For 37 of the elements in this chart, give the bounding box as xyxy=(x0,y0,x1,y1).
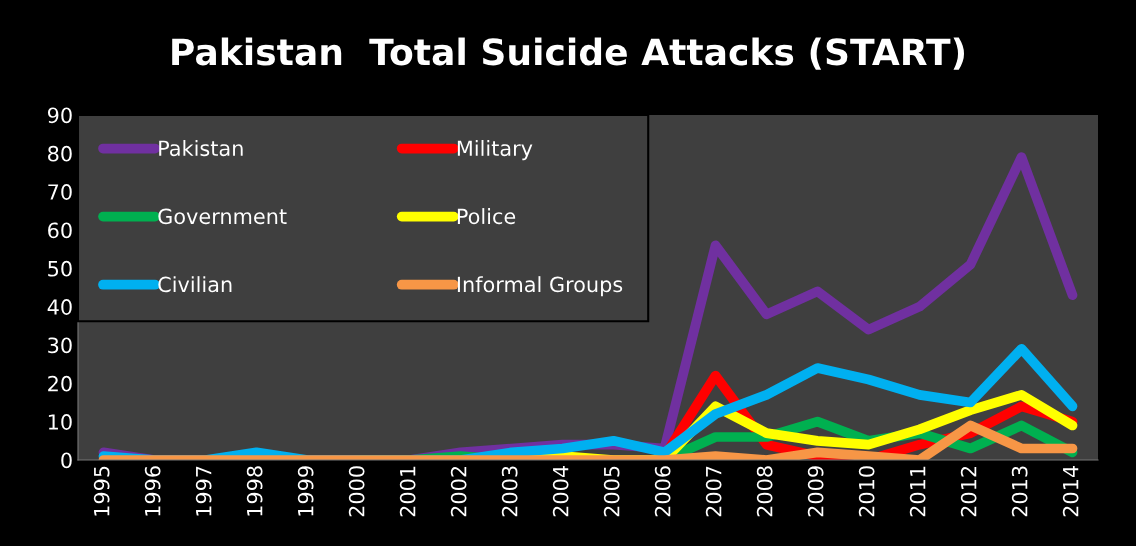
y-tick-label: 0 xyxy=(61,452,72,469)
y-tick-label: 30 xyxy=(48,337,72,354)
legend-label: Informal Groups xyxy=(457,276,623,297)
x-tick-label: 1999 xyxy=(297,466,314,516)
x-tick-label: 2014 xyxy=(1062,466,1079,517)
y-tick-label: 10 xyxy=(48,414,72,430)
y-tick-label: 40 xyxy=(47,299,72,315)
y-tick-label: 70 xyxy=(48,184,72,200)
x-tick-label: 2010 xyxy=(858,466,875,517)
x-tick-label: 2007 xyxy=(705,466,722,517)
legend-label: Government xyxy=(158,208,287,225)
y-tick-label: 20 xyxy=(48,375,72,392)
legend-label: Civilian xyxy=(158,276,232,293)
x-tick-label: 2003 xyxy=(501,466,518,517)
x-tick-label: 1997 xyxy=(195,466,212,516)
x-tick-label: 2008 xyxy=(756,466,773,517)
x-tick-label: 1995 xyxy=(93,466,110,516)
x-tick-label: 2006 xyxy=(654,466,671,517)
x-tick-label: 2001 xyxy=(399,466,416,517)
y-tick-label: 80 xyxy=(48,145,72,162)
x-tick-label: 2013 xyxy=(1011,466,1028,517)
x-tick-label: 2011 xyxy=(909,466,926,517)
y-tick-label: 60 xyxy=(48,222,72,239)
legend-label: Military xyxy=(457,140,533,161)
y-tick-label: 90 xyxy=(47,107,72,124)
legend-label: Police xyxy=(457,208,516,225)
chart-title: Pakistan Total Suicide Attacks (START) xyxy=(172,37,965,70)
legend-label: Pakistan xyxy=(159,140,243,157)
x-tick-label: 2002 xyxy=(450,466,467,517)
y-tick-label: 50 xyxy=(48,260,72,277)
x-tick-label: 2004 xyxy=(552,466,569,517)
x-tick-label: 1998 xyxy=(246,466,263,516)
x-tick-label: 2009 xyxy=(807,466,824,517)
x-tick-label: 2000 xyxy=(348,466,365,517)
x-tick-label: 1996 xyxy=(144,466,161,516)
x-tick-label: 2005 xyxy=(603,466,620,517)
x-tick-label: 2012 xyxy=(960,466,977,517)
